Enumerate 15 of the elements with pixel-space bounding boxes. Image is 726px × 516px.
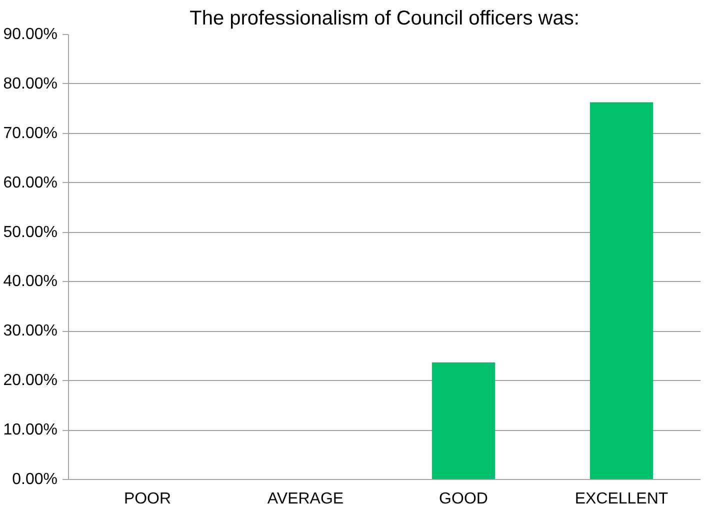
y-tick-label: 20.00% <box>3 372 58 390</box>
chart-title: The professionalism of Council officers was: <box>190 8 580 30</box>
x-tick-label: POOR <box>124 490 172 508</box>
y-tick-label: 40.00% <box>3 273 58 290</box>
y-tick-label: 10.00% <box>3 422 58 439</box>
y-tick-label: 0.00% <box>12 471 58 488</box>
x-tick-label: GOOD <box>439 490 488 508</box>
y-tick-label: 90.00% <box>3 26 58 43</box>
y-tick-label: 50.00% <box>3 224 58 241</box>
y-tick-label: 80.00% <box>3 75 58 92</box>
y-tick-label: 70.00% <box>3 124 58 142</box>
y-tick-label: 30.00% <box>3 322 58 340</box>
x-tick-label: AVERAGE <box>267 490 344 508</box>
x-tick-label: EXCELLENT <box>574 490 668 508</box>
y-tick-label: 60.00% <box>3 174 58 192</box>
